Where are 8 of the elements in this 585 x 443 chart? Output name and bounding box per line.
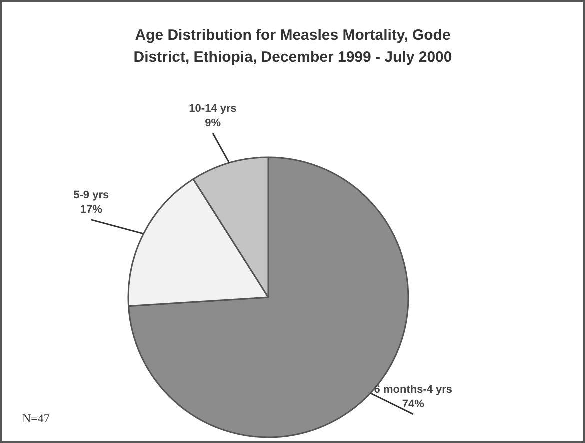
data-label: 9%: [205, 117, 222, 130]
slice-label: 10-14 yrs: [189, 103, 237, 116]
chart-title: Age Distribution for Measles Mortality, Gode District, Ethiopia, December 1999 - July 2000: [134, 27, 452, 66]
slice-label: 5-9 yrs: [74, 190, 110, 202]
data-label: 17%: [80, 204, 103, 216]
slice-label: 6 months-4 yrs: [374, 384, 453, 396]
data-label: 74%: [402, 398, 425, 410]
text: N=47: [22, 412, 50, 426]
